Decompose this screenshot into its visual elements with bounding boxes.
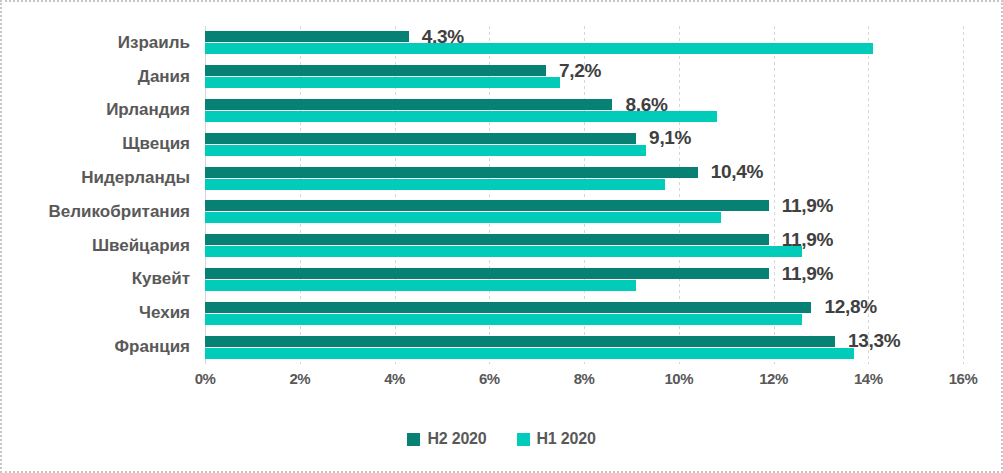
bar-value-label: 7,2% [559, 60, 601, 82]
category-label: Швейцария [2, 229, 190, 263]
h1-2020-bar [205, 348, 854, 359]
h1-2020-bar [205, 179, 665, 190]
plot-area: 4,3%7,2%8,6%9,1%10,4%11,9%11,9%11,9%12,8… [205, 26, 963, 364]
x-axis-tick: 8% [574, 370, 595, 387]
h2-2020-bar [205, 200, 769, 211]
x-axis-tick: 14% [854, 370, 883, 387]
x-axis-tick: 16% [949, 370, 978, 387]
bar-value-label: 12,8% [824, 296, 876, 318]
x-axis-tick: 12% [759, 370, 788, 387]
bar-value-label: 11,9% [782, 195, 833, 217]
h1-2020-bar [205, 314, 802, 325]
bar-row: 11,9% [205, 229, 963, 263]
category-labels: ИзраильДанияИрландияЩвецияНидерландыВели… [2, 26, 198, 364]
h2-2020-bar [205, 268, 769, 279]
category-label: Франция [2, 330, 190, 364]
gridline [963, 26, 964, 364]
h2-2020-bar [205, 31, 409, 42]
bar-row: 8,6% [205, 94, 963, 128]
bar-row: 10,4% [205, 161, 963, 195]
h1-2020-bar [205, 246, 802, 257]
category-label: Великобритания [2, 195, 190, 229]
x-axis-tick: 0% [195, 370, 216, 387]
bar-row: 7,2% [205, 60, 963, 94]
h1-2020-bar [205, 145, 646, 156]
h1-2020-bar [205, 280, 636, 291]
bar-value-label: 11,9% [782, 263, 833, 285]
x-axis-tick: 6% [479, 370, 500, 387]
bar-row: 13,3% [205, 330, 963, 364]
legend-item: H2 2020 [407, 430, 486, 448]
h1-2020-bar [205, 77, 560, 88]
x-axis-tick: 2% [289, 370, 310, 387]
h1-2020-bar [205, 212, 721, 223]
bar-value-label: 9,1% [649, 127, 691, 149]
legend: H2 2020 H1 2020 [2, 426, 1001, 452]
h2-2020-bar [205, 99, 612, 110]
x-axis-tick: 4% [384, 370, 405, 387]
h2-2020-bar [205, 167, 698, 178]
x-axis: 0%2%4%6%8%10%12%14%16% [205, 370, 963, 394]
category-label: Нидерланды [2, 161, 190, 195]
bar-row: 11,9% [205, 263, 963, 297]
category-label: Кувейт [2, 263, 190, 297]
h2-2020-bar [205, 133, 636, 144]
legend-label: H1 2020 [537, 430, 596, 448]
legend-label: H2 2020 [427, 430, 486, 448]
legend-swatch-h2-2020 [407, 433, 420, 446]
bar-chart: ИзраильДанияИрландияЩвецияНидерландыВели… [0, 0, 1003, 473]
category-label: Ирландия [2, 94, 190, 128]
bar-row: 12,8% [205, 296, 963, 330]
h2-2020-bar [205, 65, 546, 76]
bar-value-label: 10,4% [711, 161, 763, 183]
category-label: Дания [2, 60, 190, 94]
h2-2020-bar [205, 302, 811, 313]
h1-2020-bar [205, 111, 717, 122]
category-label: Израиль [2, 26, 190, 60]
bar-value-label: 13,3% [848, 330, 900, 352]
h2-2020-bar [205, 336, 835, 347]
x-axis-tick: 10% [664, 370, 693, 387]
legend-swatch-h1-2020 [517, 433, 530, 446]
category-label: Чехия [2, 296, 190, 330]
bar-row: 4,3% [205, 26, 963, 60]
h2-2020-bar [205, 234, 769, 245]
legend-item: H1 2020 [517, 430, 596, 448]
bar-row: 11,9% [205, 195, 963, 229]
category-label: Щвеция [2, 127, 190, 161]
h1-2020-bar [205, 43, 873, 54]
bar-row: 9,1% [205, 127, 963, 161]
